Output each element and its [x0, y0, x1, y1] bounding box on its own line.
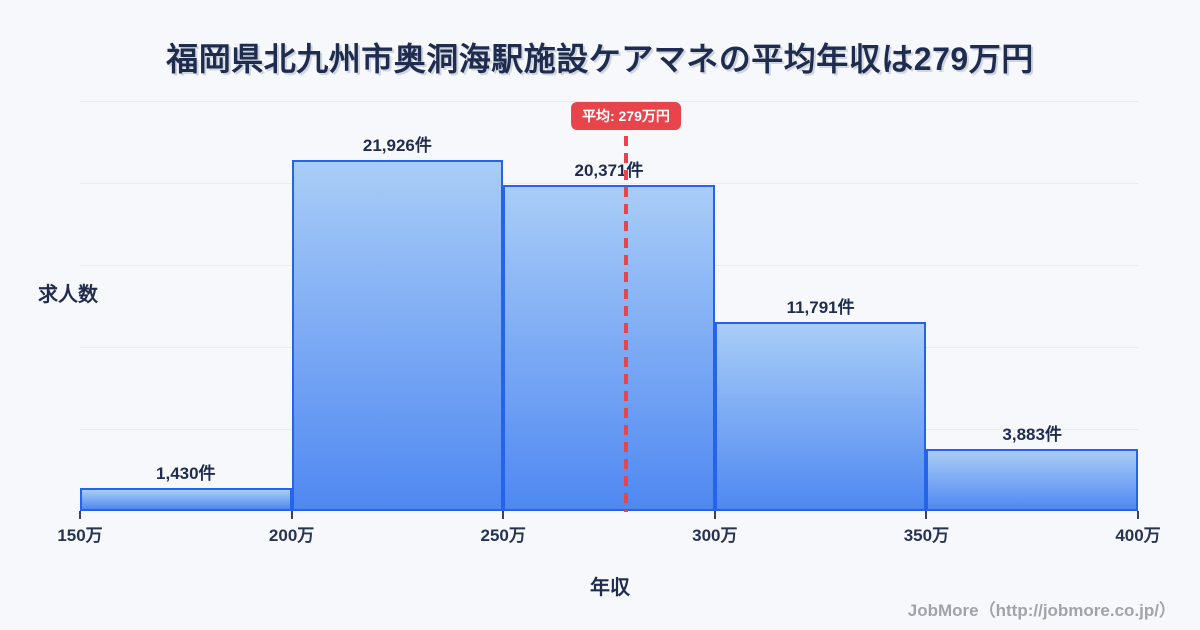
average-badge-label: 平均: 279万円 — [581, 108, 670, 124]
y-axis-label: 求人数 — [38, 284, 98, 306]
x-axis-tick-label: 200万 — [268, 526, 315, 545]
bar-value-label: 21,926件 — [362, 136, 432, 155]
x-axis-tick-label: 350万 — [903, 526, 950, 545]
histogram-bar — [291, 160, 504, 511]
x-axis-tick — [925, 511, 928, 519]
bar-value-label: 11,791件 — [786, 298, 855, 317]
average-badge: 平均: 279万円 — [570, 102, 681, 130]
chart-title: 福岡県北九州市奥洞海駅施設ケアマネの平均年収は279万円 — [166, 41, 1034, 77]
bar-value-label: 20,371件 — [574, 161, 644, 180]
x-axis-tick — [713, 511, 716, 519]
gridline — [80, 183, 1138, 184]
x-axis-tick-label: 400万 — [1115, 526, 1161, 545]
x-axis-tick-label: 250万 — [480, 526, 526, 545]
x-axis-tick — [1137, 511, 1139, 519]
histogram-bar — [926, 449, 1138, 511]
x-axis-tick-label: 300万 — [692, 526, 738, 545]
average-line — [623, 136, 628, 512]
histogram-bar — [503, 185, 715, 511]
bar-value-label: 3,883件 — [1002, 425, 1062, 444]
x-axis-tick — [290, 511, 293, 519]
footer-credit: JobMore（http://jobmore.co.jp/） — [907, 601, 1176, 620]
x-axis-label: 年収 — [590, 577, 630, 599]
gridline — [80, 101, 1138, 102]
x-axis-tick-label: 150万 — [57, 526, 103, 545]
histogram-bar — [80, 488, 292, 511]
x-axis-tick — [79, 511, 81, 519]
bar-value-label: 1,430件 — [156, 464, 216, 483]
x-axis-tick — [502, 511, 505, 519]
histogram-bar — [714, 322, 927, 511]
